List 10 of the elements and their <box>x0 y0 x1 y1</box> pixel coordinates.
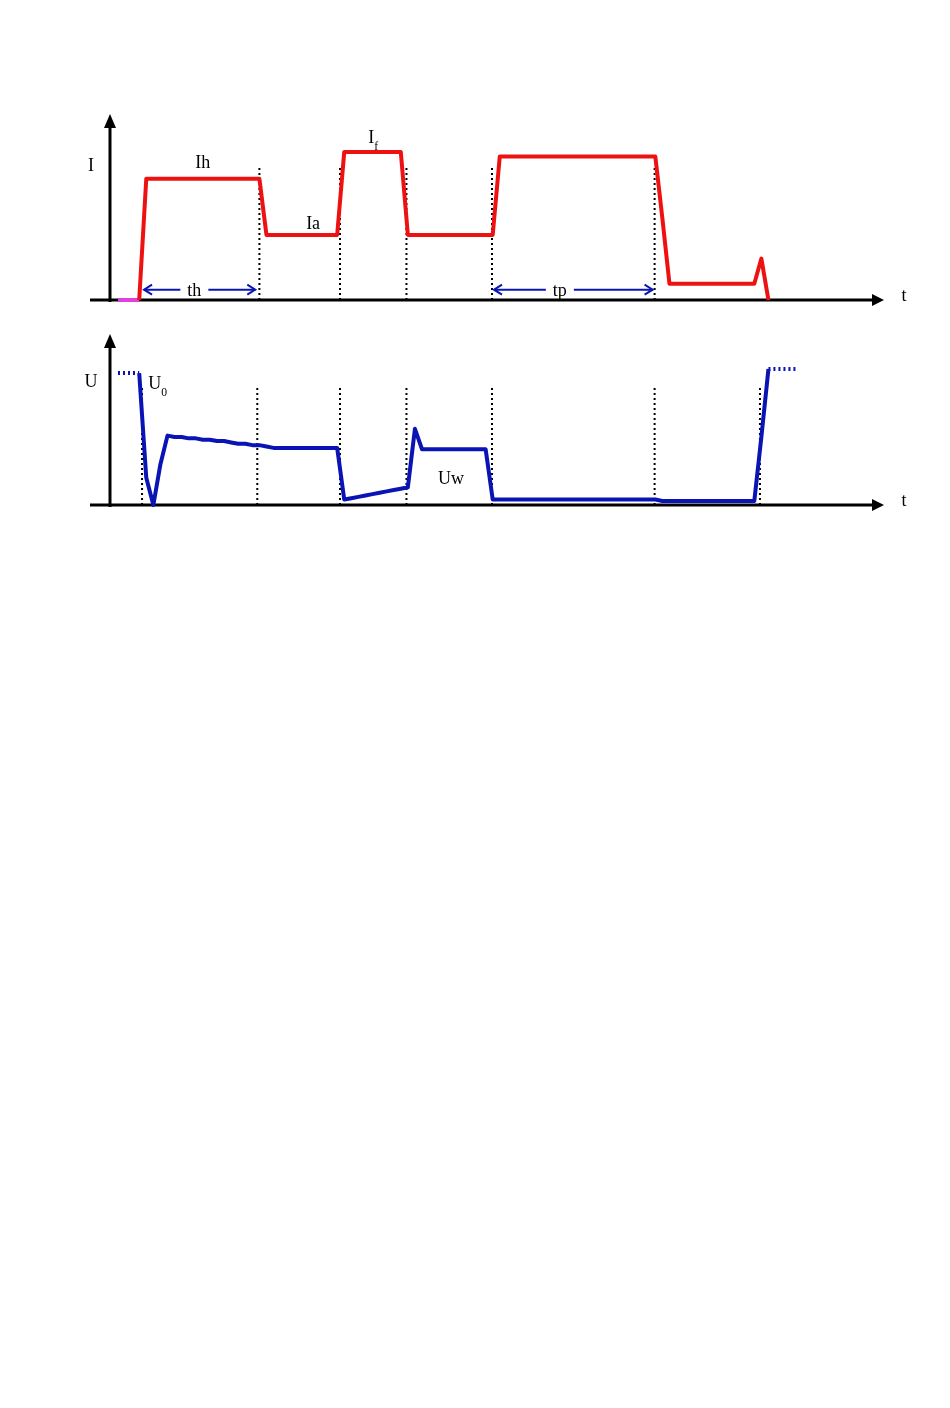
annotation: Ia <box>306 213 321 234</box>
x-axis-title: t <box>901 285 907 305</box>
annotation: Uw <box>438 467 464 488</box>
y-axis-title: U <box>84 370 98 391</box>
annotation: I$_{f}$ <box>368 127 379 153</box>
annotation: th <box>187 279 202 300</box>
annotation: Ih <box>195 152 211 173</box>
x-axis-title: t <box>901 490 907 510</box>
annotation: U$_{0}$ <box>148 372 168 399</box>
y-axis-title: I <box>88 155 94 176</box>
